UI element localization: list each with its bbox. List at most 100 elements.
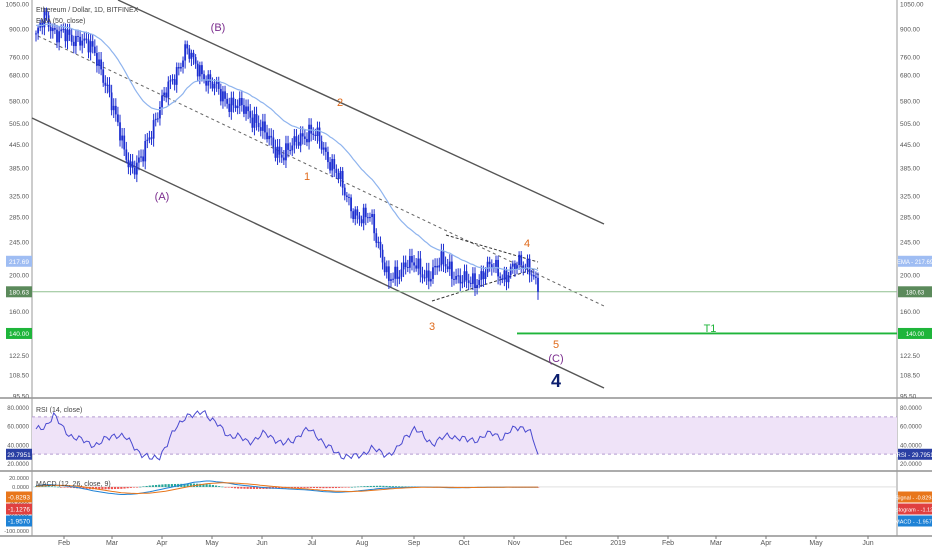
x-tick-label: Feb [662, 540, 674, 547]
candle-body [440, 251, 443, 266]
macd-histogram-bar [379, 485, 382, 487]
macd-right-badge-label: MACD - -1.9570 [895, 520, 932, 526]
candle-body [81, 40, 84, 46]
candle-body [236, 105, 239, 109]
candle-body [320, 141, 323, 150]
macd-histogram-bar [357, 486, 360, 488]
candle-body [293, 136, 296, 146]
macd-histogram-bar [382, 485, 385, 487]
candle-body [165, 92, 168, 98]
candle-body [79, 36, 82, 46]
candle-body [110, 92, 113, 111]
candle-body [169, 80, 172, 82]
macd-y-tick-left: 20.0000 [9, 476, 29, 482]
macd-left-badge [6, 491, 32, 503]
candle-body [501, 278, 504, 280]
candles-group [35, 7, 539, 300]
x-tick-label: Aug [356, 540, 369, 547]
candle-body [423, 277, 426, 279]
y-tick-label-right: 760.00 [900, 54, 920, 61]
candle-body [310, 124, 313, 134]
candle-body [348, 196, 350, 198]
candle-body [285, 143, 287, 161]
candle-body [117, 114, 119, 123]
candle-body [257, 122, 260, 128]
macd-histogram-bar [154, 484, 158, 487]
candle-body [253, 114, 256, 128]
right-price-badge-label: 180.63 [906, 290, 925, 296]
rsi-left-badge-label: 29.7951 [7, 452, 31, 459]
candle-body [408, 256, 411, 268]
candle-body [337, 172, 340, 180]
candle-body [144, 141, 147, 162]
candle-body [507, 275, 510, 283]
candle-body [312, 133, 315, 135]
candle-body [291, 145, 294, 151]
macd-histogram-bar [369, 485, 372, 487]
macd-histogram-bar [148, 485, 151, 487]
candle-body [272, 137, 275, 148]
candle-body [43, 11, 46, 28]
candle-body [308, 124, 310, 143]
macd-histogram-bar [164, 484, 167, 487]
macd-histogram-bar [341, 486, 344, 488]
macd-histogram-bar [120, 486, 123, 489]
macd-histogram-bar [391, 486, 394, 487]
macd-histogram-bar [237, 486, 240, 489]
y-tick-label-left: 325.00 [9, 193, 29, 200]
candle-body [85, 38, 88, 40]
wave-label: (A) [155, 191, 170, 203]
candle-body [461, 281, 464, 284]
macd-histogram-bar [211, 485, 215, 487]
macd-histogram-bar [249, 486, 252, 489]
candle-body [434, 265, 436, 268]
macd-histogram-bar [158, 484, 161, 487]
y-tick-label-right: 122.50 [900, 353, 920, 360]
candle-body [299, 133, 302, 146]
candle-body [406, 266, 409, 268]
candle-body [150, 137, 153, 139]
candle-body [350, 197, 352, 212]
candle-body [463, 271, 466, 282]
candle-body [215, 81, 218, 84]
candle-body [60, 29, 63, 32]
candle-body [469, 282, 472, 284]
candle-body [375, 233, 378, 243]
left-price-badge [6, 327, 32, 339]
macd-histogram-bar [41, 486, 44, 487]
macd-right-badge [898, 491, 932, 503]
x-tick-label: Nov [508, 540, 521, 547]
candle-body [383, 262, 386, 273]
candle-body [373, 214, 376, 234]
y-tick-label-right: 680.00 [900, 73, 920, 80]
candle-body [484, 272, 487, 280]
wave-label: 4 [551, 371, 561, 391]
candle-body [520, 254, 523, 266]
candle-body [148, 137, 151, 140]
candle-body [528, 258, 531, 275]
macd-histogram-bar [230, 486, 233, 488]
candle-body [35, 33, 37, 35]
macd-histogram-bar [537, 486, 540, 488]
candle-body [93, 46, 96, 53]
candle-body [37, 27, 40, 34]
rsi-y-tick-right: 20.0000 [900, 462, 922, 468]
left-price-badge [6, 286, 32, 298]
candle-body [114, 105, 117, 115]
candle-body [303, 136, 306, 139]
rsi-y-tick-left: 80.0000 [7, 406, 29, 412]
candle-body [224, 91, 226, 99]
candle-body [381, 249, 384, 263]
candle-body [123, 135, 126, 150]
macd-histogram-bar [315, 486, 319, 489]
macd-histogram-bar [385, 485, 388, 487]
candle-body [266, 132, 268, 140]
macd-histogram-bar [328, 486, 331, 489]
candle-body [259, 127, 262, 131]
x-tick-label: Apr [157, 540, 169, 547]
candle-body [356, 209, 359, 216]
candle-body [392, 278, 394, 280]
macd-histogram-bar [256, 486, 259, 489]
macd-histogram-bar [183, 483, 186, 487]
macd-histogram-bar [312, 486, 316, 488]
